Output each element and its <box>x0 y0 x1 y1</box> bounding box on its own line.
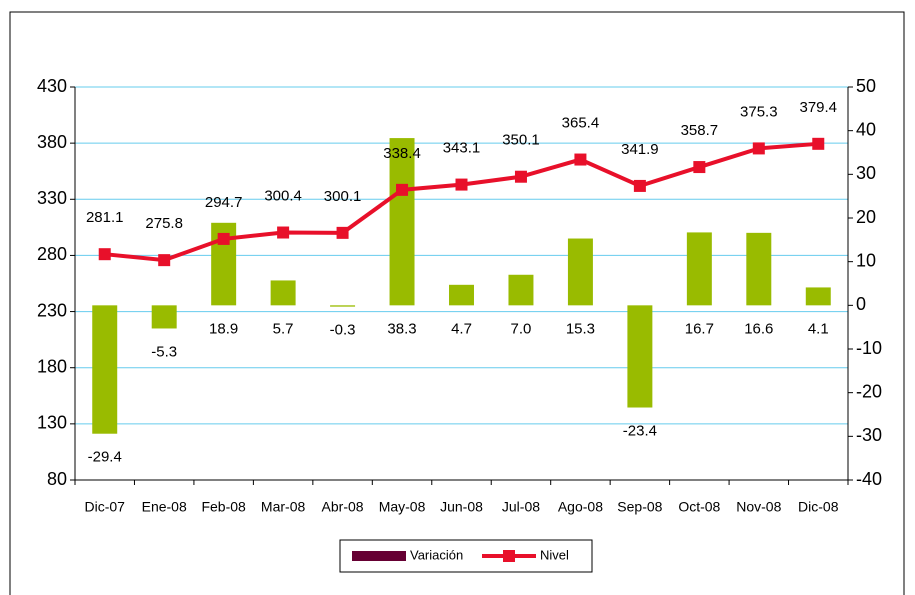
x-tick-label: Dic-08 <box>798 499 839 515</box>
bar <box>567 238 593 306</box>
bar <box>627 305 653 408</box>
point-label: 343.1 <box>443 140 481 157</box>
point-label: 300.4 <box>264 187 302 204</box>
legend-label: Nivel <box>540 547 569 562</box>
bar <box>151 305 177 329</box>
y-tick-label: 80 <box>47 469 67 489</box>
y-tick-label: 330 <box>37 188 67 208</box>
y2-tick-label: -20 <box>856 381 882 401</box>
x-tick-label: Ene-08 <box>142 499 187 515</box>
y-tick-label: 430 <box>37 76 67 96</box>
x-tick-label: Jun-08 <box>440 499 483 515</box>
bar-label: -29.4 <box>88 449 122 466</box>
marker <box>574 153 587 166</box>
point-label: 350.1 <box>502 132 540 149</box>
bar <box>389 138 415 306</box>
legend-swatch <box>503 550 515 562</box>
bar-label: 16.6 <box>744 320 773 337</box>
y2-tick-label: -30 <box>856 425 882 445</box>
point-label: 379.4 <box>799 99 837 116</box>
y2-tick-label: 40 <box>856 119 876 139</box>
marker <box>752 142 765 155</box>
x-tick-label: Dic-07 <box>84 499 125 515</box>
x-tick-label: Abr-08 <box>322 499 364 515</box>
x-tick-label: Ago-08 <box>558 499 603 515</box>
marker <box>336 226 349 239</box>
marker <box>396 183 409 196</box>
marker <box>217 232 230 245</box>
bar-label: 4.1 <box>808 320 829 337</box>
bar-label: 15.3 <box>566 320 595 337</box>
x-tick-label: Feb-08 <box>201 499 246 515</box>
point-label: 338.4 <box>383 145 421 162</box>
bar <box>746 232 772 306</box>
point-label: 365.4 <box>562 115 600 132</box>
point-label: 300.1 <box>324 188 362 205</box>
point-label: 375.3 <box>740 103 778 120</box>
legend-swatch <box>352 551 406 561</box>
point-label: 341.9 <box>621 141 659 158</box>
marker <box>455 178 468 191</box>
y-tick-label: 180 <box>37 356 67 376</box>
point-label: 275.8 <box>145 215 183 232</box>
bar-label: 5.7 <box>273 320 294 337</box>
point-label: 281.1 <box>86 209 124 226</box>
y2-tick-label: -10 <box>856 338 882 358</box>
bar-label: 7.0 <box>511 320 532 337</box>
bar <box>92 305 118 434</box>
x-tick-label: Nov-08 <box>736 499 781 515</box>
y-tick-label: 280 <box>37 244 67 264</box>
y2-tick-label: 50 <box>856 76 876 96</box>
legend-label: Variación <box>410 547 463 562</box>
point-label: 358.7 <box>681 122 719 139</box>
bar-label: -23.4 <box>623 422 657 439</box>
bar <box>508 274 534 306</box>
y-tick-label: 230 <box>37 300 67 320</box>
bar <box>805 287 831 306</box>
bar-label: -0.3 <box>330 322 356 339</box>
marker <box>812 137 825 150</box>
point-label: 294.7 <box>205 194 243 211</box>
bar <box>330 305 356 307</box>
bar-label: 4.7 <box>451 320 472 337</box>
x-tick-label: Sep-08 <box>617 499 662 515</box>
marker <box>693 161 706 174</box>
chart-frame <box>9 11 905 595</box>
bar <box>270 280 296 306</box>
y-tick-label: 380 <box>37 132 67 152</box>
marker <box>98 248 111 261</box>
y2-tick-label: 20 <box>856 207 876 227</box>
x-tick-label: Oct-08 <box>678 499 720 515</box>
bar-label: -5.3 <box>151 343 177 360</box>
y2-tick-label: 10 <box>856 250 876 270</box>
y2-tick-label: 0 <box>856 294 866 314</box>
bar <box>686 232 712 306</box>
bar-label: 18.9 <box>209 320 238 337</box>
bar <box>449 284 474 306</box>
x-tick-label: Jul-08 <box>502 499 540 515</box>
marker <box>277 226 290 239</box>
marker <box>158 254 171 267</box>
bar-label: 38.3 <box>387 320 416 337</box>
y-tick-label: 130 <box>37 413 67 433</box>
x-tick-label: May-08 <box>379 499 426 515</box>
x-tick-label: Mar-08 <box>261 499 306 515</box>
bar-label: 16.7 <box>685 320 714 337</box>
y2-tick-label: -40 <box>856 469 882 489</box>
y2-tick-label: 30 <box>856 163 876 183</box>
marker <box>514 170 527 183</box>
marker <box>633 179 646 192</box>
